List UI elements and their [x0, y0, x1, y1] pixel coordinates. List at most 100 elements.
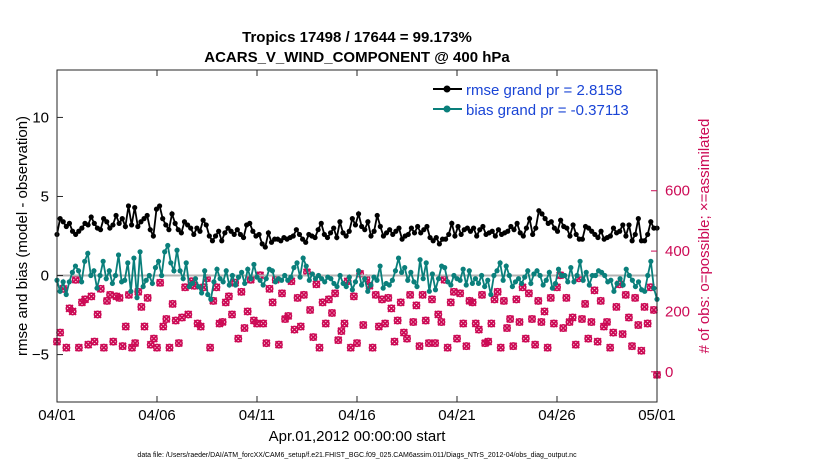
obs-possible-point — [387, 304, 396, 313]
rmse-point — [489, 228, 495, 234]
bias-point — [183, 260, 189, 266]
obs-assimilated-point — [62, 343, 71, 352]
rmse-point — [104, 219, 110, 225]
rmse-point — [617, 228, 623, 234]
bias-point — [337, 272, 343, 279]
obs-possible-point — [346, 343, 355, 352]
rmse-point — [116, 220, 122, 226]
obs-possible-point — [609, 328, 618, 337]
x-tick-label: 04/06 — [138, 407, 176, 424]
obs-assimilated-point — [462, 342, 471, 351]
bias-point — [180, 276, 186, 282]
obs-assimilated-point — [571, 340, 580, 349]
obs-possible-point — [159, 322, 168, 331]
obs-assimilated-point — [534, 296, 543, 305]
obs-possible-point — [496, 343, 505, 352]
bias-point — [279, 277, 285, 283]
obs-assimilated-point — [649, 305, 658, 314]
obs-assimilated-point — [406, 290, 415, 299]
obs-assimilated-point — [227, 310, 237, 319]
rmse-point — [91, 220, 97, 226]
bias-point — [399, 269, 405, 275]
bias-point — [528, 280, 534, 287]
rmse-point — [203, 222, 209, 228]
obs-assimilated-point — [109, 337, 118, 346]
obs-assimilated-point — [74, 343, 83, 352]
rmse-point — [542, 216, 548, 222]
obs-assimilated-point — [387, 304, 396, 313]
chart-subtitle: ACARS_V_WIND_COMPONENT @ 400 hPa — [204, 49, 510, 66]
obs-possible-point — [506, 314, 515, 323]
obs-possible-point — [340, 319, 349, 328]
obs-possible-point — [459, 319, 468, 328]
obs-possible-point — [118, 342, 127, 351]
obs-assimilated-point — [234, 334, 243, 343]
bias-point — [88, 272, 94, 279]
bias-point — [69, 269, 75, 275]
rmse-point — [635, 216, 641, 222]
obs-possible-point — [243, 307, 252, 316]
obs-possible-point — [315, 343, 324, 352]
rmse-point — [188, 225, 194, 231]
obs-assimilated-point — [474, 325, 483, 334]
rmse-point — [293, 227, 299, 233]
obs-assimilated-point — [312, 280, 321, 289]
bias-point — [497, 260, 503, 266]
rmse-point — [424, 223, 430, 230]
rmse-point — [163, 222, 169, 228]
obs-possible-point — [390, 337, 399, 346]
obs-possible-point — [446, 298, 455, 307]
obs-possible-point — [277, 289, 286, 298]
obs-possible-point — [268, 298, 277, 307]
obs-possible-point — [196, 322, 205, 331]
rmse-point — [212, 233, 219, 239]
bias-point — [122, 277, 128, 283]
obs-assimilated-point — [293, 293, 302, 302]
obs-possible-point — [618, 330, 627, 339]
obs-possible-point — [393, 316, 402, 325]
bias-point — [177, 268, 183, 274]
bias-point — [537, 272, 543, 279]
bias-point — [205, 291, 211, 298]
obs-assimilated-point — [84, 340, 93, 349]
bias-point — [405, 277, 411, 283]
obs-assimilated-point — [543, 343, 552, 352]
obs-possible-point — [140, 322, 149, 331]
obs-assimilated-point — [618, 330, 627, 339]
obs-possible-point — [637, 346, 646, 355]
obs-possible-point — [559, 324, 568, 333]
obs-possible-point — [218, 318, 227, 327]
rmse-point — [119, 216, 125, 222]
bias-point — [509, 283, 515, 290]
bias-point — [263, 276, 269, 282]
bias-point — [629, 277, 635, 283]
bias-point — [352, 279, 359, 285]
rmse-point — [240, 234, 247, 241]
bias-point — [306, 277, 312, 283]
bias-point — [540, 282, 546, 288]
obs-assimilated-point — [177, 313, 187, 322]
rmse-point — [346, 228, 352, 234]
bias-point — [288, 274, 294, 280]
rmse-point — [629, 238, 635, 244]
obs-possible-point — [321, 319, 330, 328]
bias-point — [171, 268, 177, 274]
bias-point — [174, 247, 180, 253]
rmse-point — [216, 228, 222, 234]
obs-possible-point — [606, 343, 615, 352]
rmse-point — [558, 217, 564, 223]
obs-possible-point — [643, 319, 652, 328]
obs-possible-point — [546, 293, 555, 302]
rmse-point — [150, 233, 156, 239]
obs-assimilated-point — [371, 290, 380, 299]
y-tick-label-right: 200 — [665, 303, 690, 320]
rmse-point — [443, 236, 449, 242]
obs-possible-point — [631, 293, 640, 302]
bias-point — [568, 265, 574, 271]
obs-assimilated-point — [624, 313, 633, 322]
obs-assimilated-point — [540, 307, 549, 316]
rmse-point — [209, 238, 216, 244]
rmse-point — [607, 233, 613, 239]
obs-assimilated-point — [352, 339, 362, 348]
obs-possible-point — [359, 321, 368, 330]
